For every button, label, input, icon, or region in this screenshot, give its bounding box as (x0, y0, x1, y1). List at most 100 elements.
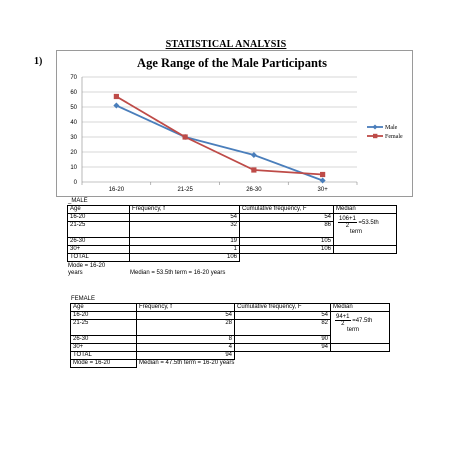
header-frequency: Frequency, f (136, 303, 235, 312)
frequency-cell: 54 (129, 213, 240, 222)
header-median: Median (330, 303, 390, 312)
header-age: Age (67, 205, 130, 214)
table-row: 30+ 1 106 (67, 245, 397, 254)
age-cell: 26-30 (67, 237, 130, 246)
total-value: 94 (136, 351, 235, 360)
x-tick-label: 26-30 (246, 187, 262, 193)
legend-label-female: Female (385, 134, 403, 140)
y-tick-label: 70 (70, 75, 77, 81)
data-point-female (182, 134, 188, 140)
empty-cell (333, 245, 397, 254)
table-header-row: Age Frequency, f Cumulative frequency, F… (67, 205, 397, 214)
y-tick-label: 20 (70, 150, 77, 156)
male-mode-years: years (68, 270, 83, 276)
age-cell: 21-25 (70, 319, 137, 336)
x-tick-label: 16-20 (109, 187, 125, 193)
frequency-cell: 1 (129, 245, 240, 254)
x-tick-label: 30+ (318, 187, 329, 193)
data-point-female (251, 167, 257, 173)
x-tick-label: 21-25 (177, 187, 193, 193)
median-fraction: 106+1 2 (338, 216, 357, 229)
data-point-male (250, 152, 257, 158)
data-point-female (113, 93, 119, 100)
header-cumulative-frequency: Cumulative frequency, F (234, 303, 331, 312)
median-cell: 94+1 2 =47.5th term (330, 311, 390, 344)
y-tick-label: 60 (70, 90, 77, 96)
median-fraction: 94+1 2 (335, 314, 351, 327)
y-tick-label: 10 (70, 165, 77, 171)
page-heading: STATISTICAL ANALYSIS (165, 39, 287, 50)
male-frequency-table: Age Frequency, f Cumulative frequency, F… (67, 205, 397, 262)
frequency-cell: 28 (136, 319, 235, 336)
legend-label-male: Male (385, 125, 398, 131)
median-term: term (347, 327, 359, 333)
median-numerator: 106+1 (338, 216, 357, 223)
data-point-male (319, 177, 326, 184)
male-table-label: _MALE (68, 198, 88, 204)
cumulative-cell: 54 (239, 213, 334, 222)
total-label: TOTAL (70, 351, 137, 360)
y-tick-label: 0 (74, 180, 78, 186)
age-cell: 30+ (70, 343, 137, 352)
mode-row: Mode = 16-20 Median = 47.5th term = 16-2… (70, 359, 390, 368)
age-cell: 30+ (67, 245, 130, 254)
table-header-row: Age Frequency, f Cumulative frequency, F… (70, 303, 390, 312)
header-frequency: Frequency, f (129, 205, 240, 214)
median-numerator: 94+1 (335, 314, 351, 321)
legend-marker (373, 133, 378, 139)
series-line-female (115, 95, 323, 176)
cumulative-cell: 94 (234, 343, 331, 352)
cumulative-cell: 82 (234, 319, 331, 336)
y-tick-label: 30 (70, 135, 77, 141)
age-cell: 26-30 (70, 335, 137, 344)
median-equals: =47.5th (352, 318, 373, 325)
median-denominator: 2 (341, 321, 345, 327)
total-row: TOTAL 106 (67, 253, 397, 262)
table-row: 21-25 32 86 (67, 221, 397, 238)
table-row: 16-20 54 54 94+1 2 =47.5th term (70, 311, 390, 344)
chart-title: Age Range of the Male Participants (137, 56, 327, 70)
age-cell: 21-25 (67, 221, 130, 238)
data-point-male (113, 102, 120, 109)
legend-marker (372, 124, 378, 130)
median-equals: =53.5th (358, 220, 379, 227)
age-cell: 16-20 (70, 311, 137, 320)
female-frequency-table: Age Frequency, f Cumulative frequency, F… (70, 303, 390, 368)
table-row: 21-25 28 82 (70, 319, 390, 336)
male-mode-note: Mode = 16-20 (68, 263, 106, 269)
table-row: 16-20 54 54 106+1 2 =53.5th term (67, 213, 397, 246)
frequency-cell: 32 (129, 221, 240, 238)
cumulative-cell: 106 (239, 245, 334, 254)
total-label: TOTAL (67, 253, 130, 262)
median-cell: 106+1 2 =53.5th term (333, 213, 397, 246)
frequency-cell: 54 (136, 311, 235, 320)
series-line-male (116, 104, 323, 182)
frequency-cell: 19 (129, 237, 240, 246)
header-median: Median (333, 205, 397, 214)
cumulative-cell: 54 (234, 311, 331, 320)
y-tick-label: 50 (70, 105, 77, 111)
data-point-female (320, 171, 326, 178)
cumulative-cell: 105 (239, 237, 334, 246)
female-mode-note: Mode = 16-20 (70, 359, 137, 368)
female-table-label: FEMALE (71, 296, 96, 302)
line-chart: Age Range of the Male Participants 0 10 20 3… (56, 50, 413, 197)
total-value: 106 (129, 253, 240, 262)
age-cell: 16-20 (67, 213, 130, 222)
y-tick-label: 40 (70, 120, 77, 126)
cumulative-cell: 86 (239, 221, 334, 238)
median-term: term (350, 229, 362, 235)
frequency-cell: 4 (136, 343, 235, 352)
header-age: Age (70, 303, 137, 312)
median-denominator: 2 (345, 223, 350, 229)
header-cumulative-frequency: Cumulative frequency, F (239, 205, 334, 214)
chart-canvas: Age Range of the Male Participants 0 10 20 3… (70, 56, 403, 193)
female-median-note: Median = 47.5th term = 16-20 years (139, 360, 235, 366)
male-median-note: Median = 53.5th term = 16-20 years (130, 270, 226, 276)
frequency-cell: 8 (136, 335, 235, 344)
empty-cell (330, 343, 390, 352)
table-row: 30+ 4 94 (70, 343, 390, 352)
question-number: 1) (34, 56, 43, 67)
cumulative-cell: 90 (234, 335, 331, 344)
total-row: TOTAL 94 (70, 351, 390, 360)
